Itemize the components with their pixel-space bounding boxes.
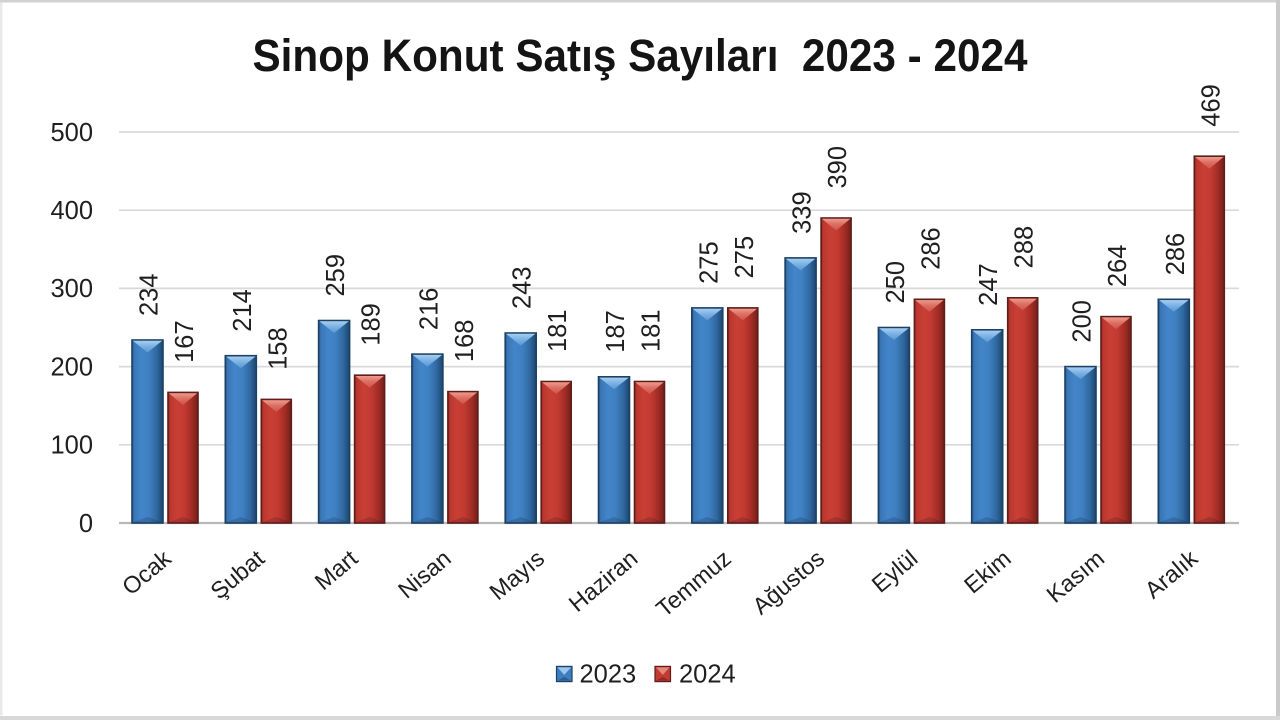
svg-text:216: 216 (415, 288, 443, 331)
svg-text:167: 167 (171, 320, 199, 363)
svg-text:469: 469 (1197, 84, 1225, 127)
svg-text:189: 189 (358, 303, 386, 346)
svg-text:500: 500 (50, 119, 93, 147)
svg-text:168: 168 (451, 320, 479, 363)
svg-text:2023: 2023 (580, 661, 637, 689)
svg-text:158: 158 (264, 327, 292, 370)
svg-text:275: 275 (695, 241, 723, 284)
svg-text:Sinop Konut Satış Sayıları 20: Sinop Konut Satış Sayıları 2023 - 2024 (253, 30, 1028, 81)
svg-text:214: 214 (229, 289, 257, 332)
svg-text:390: 390 (824, 146, 852, 189)
svg-text:275: 275 (731, 236, 759, 279)
svg-text:288: 288 (1011, 226, 1039, 269)
svg-text:187: 187 (602, 310, 630, 353)
svg-text:200: 200 (1069, 300, 1097, 343)
svg-text:181: 181 (638, 309, 666, 352)
svg-text:339: 339 (789, 191, 817, 234)
svg-text:250: 250 (882, 261, 910, 304)
svg-text:300: 300 (50, 275, 93, 303)
svg-text:243: 243 (509, 266, 537, 309)
svg-text:400: 400 (50, 197, 93, 225)
svg-text:234: 234 (136, 273, 164, 316)
svg-text:2024: 2024 (679, 661, 736, 689)
svg-text:286: 286 (917, 227, 945, 270)
svg-text:259: 259 (322, 254, 350, 297)
svg-text:100: 100 (50, 432, 93, 460)
svg-text:286: 286 (1162, 233, 1190, 276)
svg-text:247: 247 (975, 263, 1003, 306)
svg-text:264: 264 (1104, 245, 1132, 288)
svg-text:181: 181 (544, 309, 572, 352)
svg-text:0: 0 (79, 510, 93, 538)
svg-text:200: 200 (50, 353, 93, 381)
